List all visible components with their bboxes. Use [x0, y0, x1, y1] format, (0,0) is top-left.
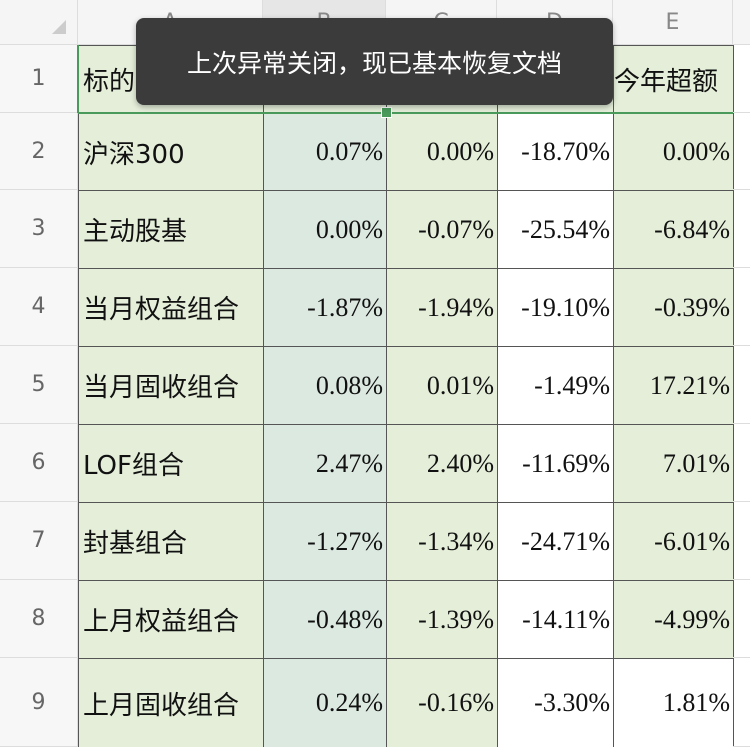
corner	[0, 0, 78, 45]
empty-cell	[733, 113, 750, 190]
empty-cell	[733, 502, 750, 580]
value-cell[interactable]: -3.30%	[497, 658, 614, 747]
value-cell[interactable]: -0.16%	[386, 658, 498, 747]
value-cell[interactable]: -6.01%	[613, 502, 734, 581]
label-cell[interactable]: 封基组合	[78, 502, 264, 581]
label-cell[interactable]: 上月权益组合	[78, 580, 264, 659]
label-cell[interactable]: 沪深300	[78, 113, 264, 191]
value-cell[interactable]: 2.47%	[263, 424, 387, 503]
column-header	[733, 0, 750, 45]
label-cell[interactable]: 当月固收组合	[78, 346, 264, 425]
value-cell[interactable]: -1.34%	[386, 502, 498, 581]
column-header[interactable]: E	[613, 0, 733, 45]
value-cell[interactable]: 7.01%	[613, 424, 734, 503]
empty-cell	[733, 45, 750, 113]
value-cell[interactable]: -1.87%	[263, 268, 387, 347]
value-cell[interactable]: -0.07%	[386, 190, 498, 269]
label-cell[interactable]: 主动股基	[78, 190, 264, 269]
value-cell[interactable]: -1.39%	[386, 580, 498, 659]
label-cell[interactable]: LOF组合	[78, 424, 264, 503]
row-header[interactable]: 2	[0, 113, 78, 190]
empty-cell	[733, 268, 750, 346]
empty-cell	[733, 346, 750, 424]
value-cell[interactable]: 0.00%	[263, 190, 387, 269]
toast-message: 上次异常关闭，现已基本恢复文档	[136, 18, 613, 105]
selection-line	[78, 112, 733, 114]
value-cell[interactable]: -1.27%	[263, 502, 387, 581]
corner-triangle	[52, 20, 66, 34]
value-cell[interactable]: -1.94%	[386, 268, 498, 347]
value-cell[interactable]: -4.99%	[613, 580, 734, 659]
value-cell[interactable]: -18.70%	[497, 113, 614, 191]
selection-handle[interactable]	[381, 107, 392, 118]
empty-cell	[733, 424, 750, 502]
row-header[interactable]: 6	[0, 424, 78, 502]
empty-cell	[733, 658, 750, 747]
value-cell[interactable]: -24.71%	[497, 502, 614, 581]
value-cell[interactable]: -6.84%	[613, 190, 734, 269]
row-header[interactable]: 4	[0, 268, 78, 346]
value-cell[interactable]: 0.07%	[263, 113, 387, 191]
empty-cell	[733, 190, 750, 268]
row-header[interactable]: 8	[0, 580, 78, 658]
label-cell[interactable]: 当月权益组合	[78, 268, 264, 347]
value-cell[interactable]: -11.69%	[497, 424, 614, 503]
empty-cell	[733, 580, 750, 658]
row-header[interactable]: 1	[0, 45, 78, 113]
value-cell[interactable]: 0.24%	[263, 658, 387, 747]
value-cell[interactable]: -25.54%	[497, 190, 614, 269]
row-header[interactable]: 3	[0, 190, 78, 268]
value-cell[interactable]: -1.49%	[497, 346, 614, 425]
value-cell[interactable]: 17.21%	[613, 346, 734, 425]
selection-line	[77, 45, 79, 113]
value-cell[interactable]: -0.39%	[613, 268, 734, 347]
value-cell[interactable]: -19.10%	[497, 268, 614, 347]
value-cell[interactable]: 0.00%	[386, 113, 498, 191]
value-cell[interactable]: -0.48%	[263, 580, 387, 659]
value-cell[interactable]: 0.08%	[263, 346, 387, 425]
value-cell[interactable]: 1.81%	[613, 658, 734, 747]
value-cell[interactable]: 2.40%	[386, 424, 498, 503]
label-cell[interactable]: 上月固收组合	[78, 658, 264, 747]
row-header[interactable]: 7	[0, 502, 78, 580]
value-cell[interactable]: 0.01%	[386, 346, 498, 425]
value-cell[interactable]: 今年超额	[613, 45, 734, 114]
row-header[interactable]: 5	[0, 346, 78, 424]
value-cell[interactable]: -14.11%	[497, 580, 614, 659]
value-cell[interactable]: 0.00%	[613, 113, 734, 191]
row-header[interactable]: 9	[0, 658, 78, 747]
